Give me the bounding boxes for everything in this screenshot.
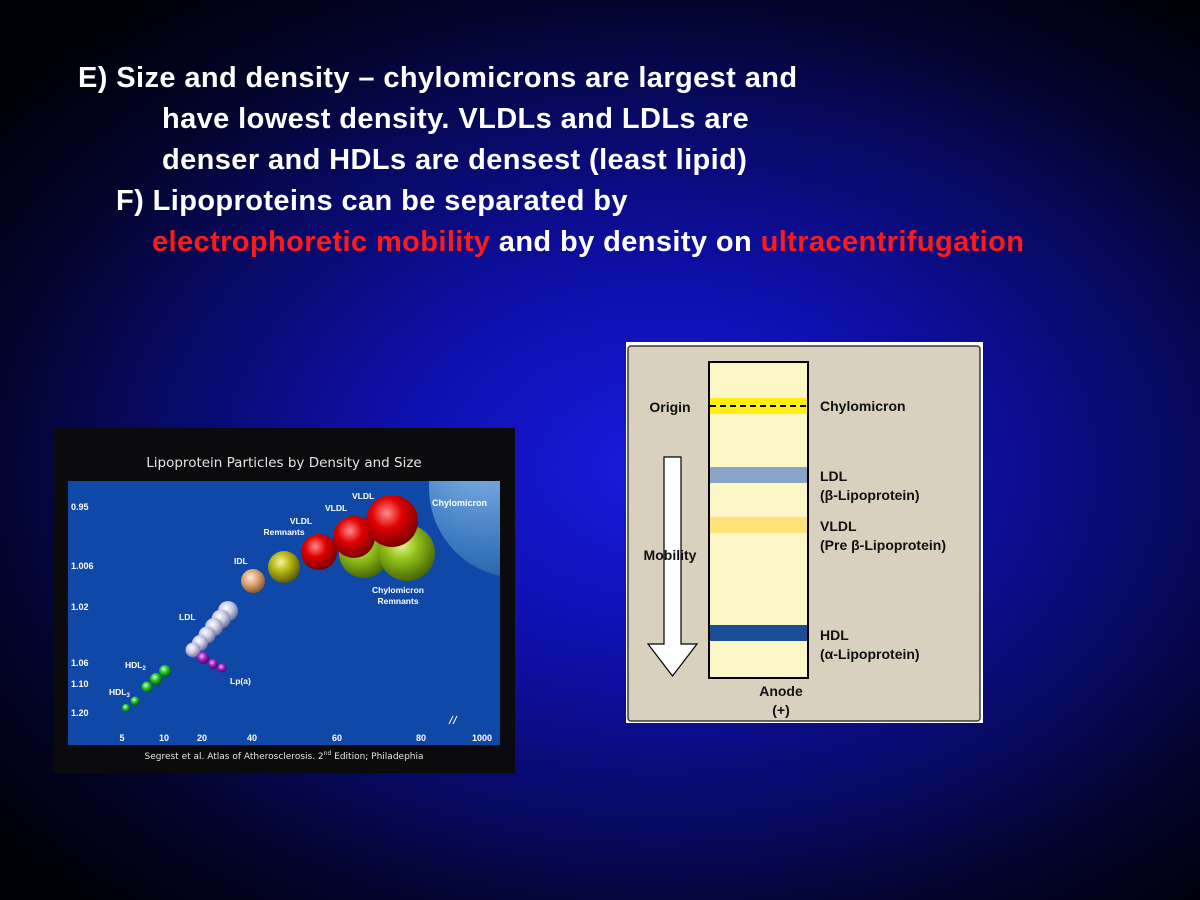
vldl-remnant-bubble — [268, 551, 300, 583]
lpa-bubble — [197, 652, 209, 664]
label-chylomicron-remnants-1: Chylomicron — [372, 585, 424, 595]
label-chylomicron: Chylomicron — [432, 498, 487, 508]
label-vldl-band: VLDL — [820, 518, 857, 534]
x-tick: 40 — [247, 733, 257, 743]
plot-area — [68, 481, 500, 745]
highlight-electrophoretic-mobility: electrophoretic mobility — [152, 226, 491, 258]
label-anode: Anode — [759, 683, 803, 699]
hdl2-bubble — [141, 681, 153, 693]
y-tick: 0.95 — [71, 502, 89, 512]
f-line-2-connector: and by density on — [490, 226, 761, 258]
lpa-bubble — [217, 663, 227, 673]
chart-title: Lipoprotein Particles by Density and Siz… — [146, 455, 421, 471]
hdl3-bubble — [130, 696, 140, 706]
hdl3-bubble — [122, 704, 130, 712]
bubble-chart: Lipoprotein Particles by Density and Siz… — [68, 455, 500, 762]
lpa-bubble — [208, 659, 218, 669]
x-tick: 80 — [416, 733, 426, 743]
label-lpa: Lp(a) — [230, 676, 251, 686]
axis-break-icon — [448, 715, 458, 725]
label-mobility: Mobility — [644, 547, 697, 563]
label-hdl2: HDL2 — [125, 660, 146, 672]
band-vldl — [710, 517, 807, 533]
hdl2-bubble — [159, 665, 171, 677]
highlight-ultracentrifugation: ultracentrifugation — [760, 226, 1025, 258]
y-tick: 1.02 — [71, 602, 89, 612]
chylomicron-bubble — [429, 481, 500, 576]
point-f-line-2: electrophoretic mobility and by density … — [152, 222, 1024, 263]
vldl-bubble — [301, 534, 337, 570]
electrophoresis-diagram-panel: Origin Mobility Anode (+) Chylomicron LD… — [626, 342, 983, 723]
idl-bubble — [241, 569, 265, 593]
x-tick: 10 — [159, 733, 169, 743]
label-vldl-large: VLDL — [352, 491, 374, 501]
hdl2-bubble — [150, 673, 162, 685]
label-ldl-band: LDL — [820, 468, 848, 484]
label-chylomicron-band: Chylomicron — [820, 398, 906, 414]
label-anode-sign: (+) — [772, 702, 790, 718]
ldl-bubble — [185, 642, 201, 658]
slide-body-text: E) Size and density – chylomicrons are l… — [0, 58, 1200, 276]
label-chylomicron-remnants-2: Remnants — [377, 596, 418, 606]
band-chylomicron — [710, 398, 807, 414]
x-tick: 1000 — [472, 733, 492, 743]
x-tick: 20 — [197, 733, 207, 743]
vldl-bubble — [366, 495, 418, 547]
x-tick: 5 — [119, 733, 124, 743]
y-tick: 1.10 — [71, 679, 89, 689]
label-origin: Origin — [649, 399, 690, 415]
band-hdl — [710, 625, 807, 641]
x-tick: 60 — [332, 733, 342, 743]
point-e-line-1: E) Size and density – chylomicrons are l… — [78, 62, 798, 94]
electrophoresis-diagram: Origin Mobility Anode (+) Chylomicron LD… — [627, 345, 981, 722]
point-e-line-2: have lowest density. VLDLs and LDLs are — [162, 103, 750, 135]
label-idl: IDL — [234, 556, 248, 566]
label-vldl-remnants-2: Remnants — [263, 527, 304, 537]
y-tick: 1.06 — [71, 658, 89, 668]
y-tick: 1.006 — [71, 561, 94, 571]
point-f-line-1: F) Lipoproteins can be separated by — [116, 185, 628, 217]
vldl-bubble — [333, 516, 375, 558]
label-hdl-band: HDL — [820, 627, 849, 643]
label-ldl: LDL — [179, 612, 196, 622]
arrow-down-icon — [646, 456, 699, 677]
bubble-chart-panel: Lipoprotein Particles by Density and Siz… — [54, 428, 515, 773]
label-vldl-sub: (Pre β-Lipoprotein) — [820, 537, 946, 553]
label-ldl-sub: (β-Lipoprotein) — [820, 487, 920, 503]
chart-credit: Segrest et al. Atlas of Atherosclerosis.… — [144, 750, 423, 762]
y-tick: 1.20 — [71, 708, 89, 718]
point-e-line-3: denser and HDLs are densest (least lipid… — [162, 144, 748, 176]
label-vldl-medium: VLDL — [325, 503, 347, 513]
label-hdl-sub: (α-Lipoprotein) — [820, 646, 920, 662]
label-vldl-remnants-1: VLDL — [290, 516, 312, 526]
label-hdl3: HDL3 — [109, 687, 130, 699]
band-ldl — [710, 467, 807, 483]
